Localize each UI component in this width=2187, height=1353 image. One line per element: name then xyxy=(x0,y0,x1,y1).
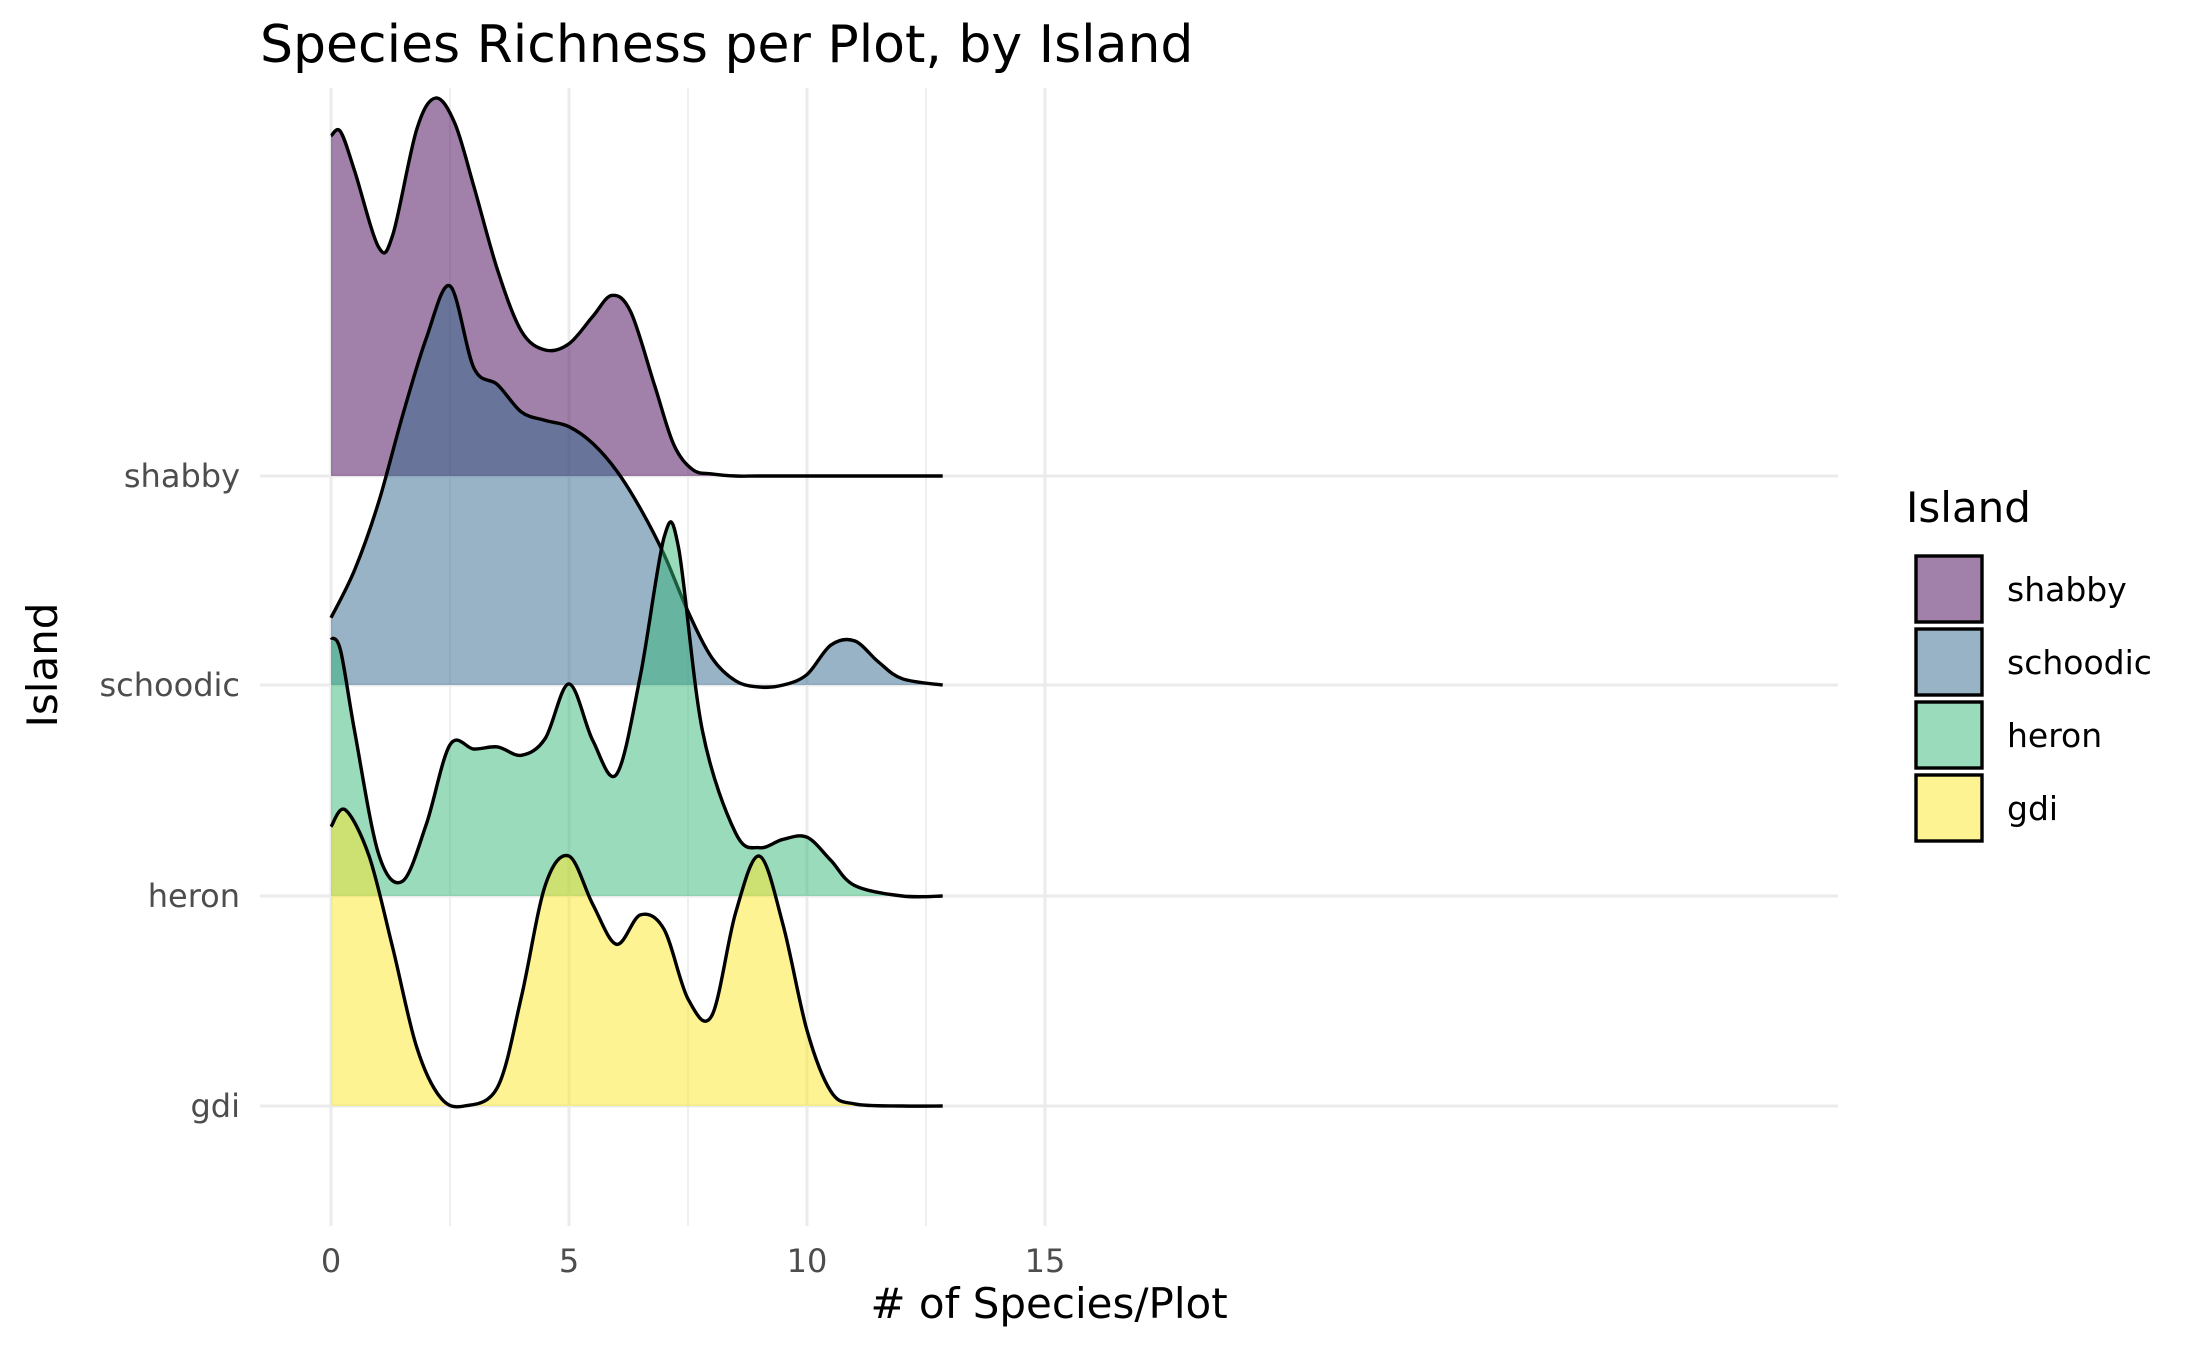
ridge-fill-heron xyxy=(331,521,943,897)
x-tick-label: 0 xyxy=(321,1242,341,1280)
ridge-heron xyxy=(329,520,943,899)
legend-label-gdi: gdi xyxy=(2007,789,2058,828)
legend-title: Island xyxy=(1906,483,2031,532)
y-tick-label: schoodic xyxy=(100,666,241,704)
ridge-line-gdi xyxy=(329,807,943,1109)
x-tick-label: 15 xyxy=(1025,1242,1066,1280)
legend-key-gdi xyxy=(1914,773,1984,843)
legend-item-gdi: gdi xyxy=(1914,773,2058,843)
y-axis-ticks: gdi heron schoodic shabby xyxy=(100,457,241,1125)
legend: Island shabby schoodic heron gdi xyxy=(1906,483,2152,843)
legend-item-heron: heron xyxy=(1914,700,2102,770)
ridge-fill-gdi xyxy=(331,809,943,1107)
y-axis-title: Island xyxy=(18,603,67,728)
ridge-gdi xyxy=(329,807,943,1109)
x-axis-title: # of Species/Plot xyxy=(870,1279,1227,1328)
ridge-line-heron xyxy=(329,520,943,899)
legend-item-shabby: shabby xyxy=(1914,554,2127,624)
y-tick-label: shabby xyxy=(124,457,240,495)
legend-label-shabby: shabby xyxy=(2007,570,2127,609)
x-tick-label: 5 xyxy=(559,1242,579,1280)
x-axis-ticks: 0 5 10 15 xyxy=(321,1242,1066,1280)
y-tick-label: gdi xyxy=(190,1087,240,1125)
legend-key-heron xyxy=(1914,700,1984,770)
ridge-schoodic xyxy=(329,284,943,690)
legend-item-schoodic: schoodic xyxy=(1914,627,2152,697)
chart-title: Species Richness per Plot, by Island xyxy=(260,15,1193,75)
legend-key-schoodic xyxy=(1914,627,1984,697)
ridge-line-shabby xyxy=(329,96,943,478)
ridges xyxy=(329,96,943,1109)
legend-label-schoodic: schoodic xyxy=(2007,643,2152,682)
legend-items: shabby schoodic heron gdi xyxy=(1914,554,2152,843)
x-tick-label: 10 xyxy=(787,1242,828,1280)
ridge-line-schoodic xyxy=(329,284,943,690)
ridge-fill-schoodic xyxy=(331,285,943,688)
legend-label-heron: heron xyxy=(2007,716,2102,755)
legend-key-shabby xyxy=(1914,554,1984,624)
y-tick-label: heron xyxy=(148,877,240,915)
